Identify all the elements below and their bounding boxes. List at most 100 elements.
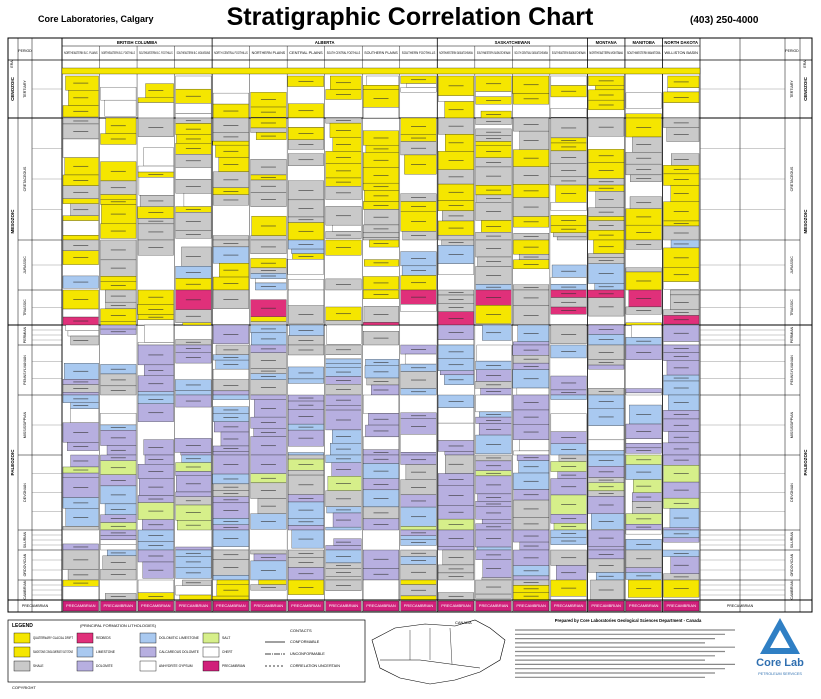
era-label: MESOZOIC [10,209,15,234]
formation-block [663,527,700,531]
period-label: SILURIAN [23,531,27,548]
formation-block [400,434,437,453]
formation-block [438,95,474,102]
formation-block [556,236,587,241]
period-label: DEVONIAN [23,483,27,502]
period-label: MISSISSIPPIAN [790,411,794,438]
legend-swatch [139,660,157,672]
precambrian-block [250,600,287,612]
legend-label: DOLOMITE [96,664,113,668]
formation-block [100,535,137,541]
formation-block [550,202,587,211]
formation-block [62,392,99,396]
map-provinces [409,627,453,665]
logo-subtext: PETROLEUM SERVICES [758,672,802,676]
formation-block [588,253,625,258]
period-label: CRETACEOUS [790,166,794,191]
formation-block [212,575,249,581]
formation-block [663,537,700,543]
formation-block [100,321,137,326]
logo-text: Core Lab [756,657,804,669]
formation-block [475,141,512,146]
formation-block [250,549,287,555]
column-name: SOUTHERN FOOTHILLS [402,51,436,55]
precambrian-label: PRECAMBRIAN [291,604,321,608]
contact-label: CONFORMABLE [290,640,320,644]
formation-block [180,452,212,456]
formation-block [667,87,700,93]
precambrian-block [400,600,437,612]
formation-block [513,450,550,456]
column-name: SOUTHEASTERN B.C. MOUNTAINS [177,51,211,55]
precambrian-label: PRECAMBRIAN [666,604,696,608]
formation-block [363,436,399,450]
formation-block [325,576,362,581]
legend: LEGEND (PRINCIPAL FORMATION LITHOLOGIES) Q… [7,618,804,690]
formation-block [400,579,437,585]
formation-block [175,167,212,180]
legend-swatch [202,646,220,658]
formation-block [70,408,99,423]
period-label: ORDOVICIAN [790,553,794,576]
formation-block [363,322,399,326]
formation-block [250,127,287,133]
region-name: NORTH DAKOTA [664,40,698,45]
precambrian-label: PRECAMBRIAN [254,604,284,608]
legend-label: ANHYDRITE GYPSUM [159,664,193,668]
column-name: NORTHEASTERN B.C. FOOTHILLS [102,51,136,55]
formation-block [138,177,174,196]
legend-label: SANDSTONE CONGLOMERATE SILTSTONE [33,650,73,654]
chart-body: ERA PERIOD ERA PERIOD CENOZOIC CENOZOIC MESOZO… [7,37,813,613]
legend-label: SHALE [33,664,44,668]
formation-block [258,579,287,585]
formation-block [62,526,99,531]
formation-block [100,194,137,200]
phone: (403) 250-4000 [690,15,759,26]
formation-block [625,267,662,273]
period-label: DEVONIAN [790,483,794,502]
formation-block [212,92,249,105]
legend-swatch [76,646,94,658]
precambrian-label: PRECAMBRIAN [329,604,359,608]
formation-block [476,546,512,551]
formation-block [255,278,287,284]
formation-block [363,237,399,241]
formation-block [550,413,587,432]
precambrian-label: PRECAMBRIAN [516,604,546,608]
formation-block [137,579,174,593]
formation-block [62,138,99,158]
period-label: PENNSYLVANIAN [23,355,27,385]
period-label: TERTIARY [790,80,794,98]
formation-block [513,341,550,346]
era-label: MESOZOIC [803,209,808,234]
precambrian-label: PRECAMBRIAN [629,604,659,608]
formation-block [212,546,249,551]
formation-block [212,368,249,380]
formation-block [481,519,512,524]
company-name: Core Laboratories, Calgary [38,14,154,24]
formation-band [61,67,701,75]
formation-block [663,341,700,346]
era-label: PALEOZOIC [803,449,808,476]
precambrian-label: PRECAMBRIAN [216,604,246,608]
formation-block [625,443,662,449]
formation-block [663,102,700,118]
formation-block [288,289,324,306]
formation-block [291,248,324,254]
formation-block [100,276,137,282]
formation-block [288,452,324,456]
formation-block [250,235,287,241]
precambrian-block [212,600,249,612]
formation-block [325,358,362,364]
column-name: NORTHERN PLAINS [252,51,286,55]
precambrian-block [325,600,362,612]
precambrian-label: PRECAMBRIAN [66,604,96,608]
formation-block [65,324,99,331]
formation-block [250,394,287,400]
contact-label: CORRELATION UNCERTAIN [290,664,340,668]
formation-block [325,405,362,411]
contact-label: UNCONFORMABLE [290,652,325,656]
formation-block [400,304,437,312]
period-label: PENNSYLVANIAN [790,355,794,385]
